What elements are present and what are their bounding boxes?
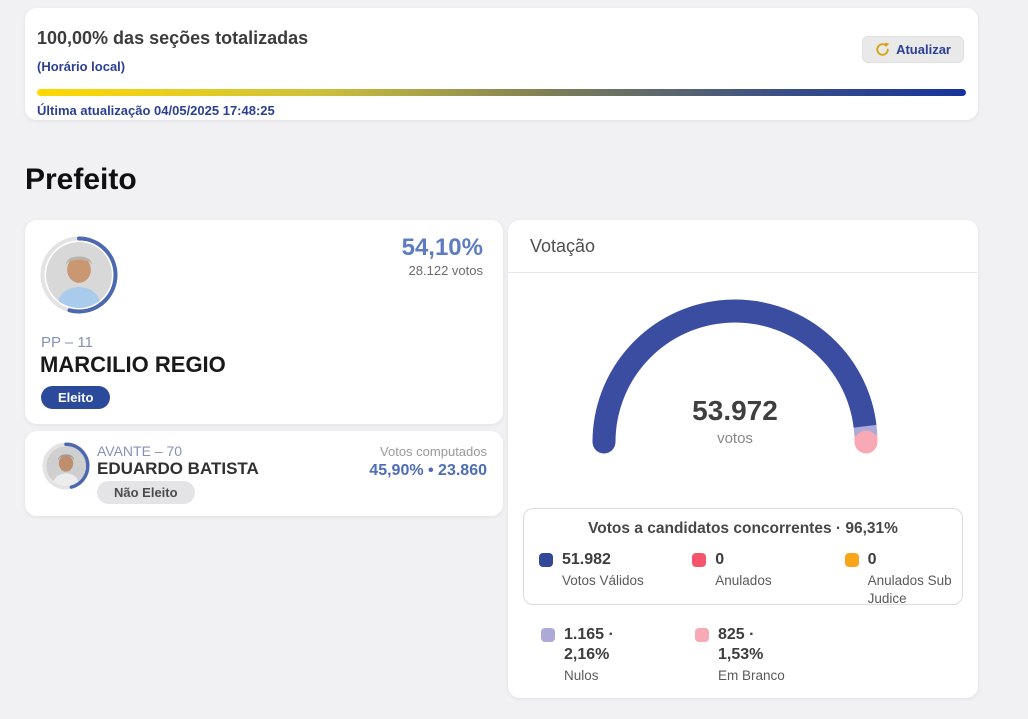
refresh-button[interactable]: Atualizar	[862, 36, 964, 63]
votacao-card: Votação 53.972 votos Votos a candidatos …	[508, 220, 978, 698]
annulled-value: 0	[715, 551, 725, 568]
subjudice-value: 0	[867, 551, 877, 568]
page-title: Prefeito	[25, 163, 137, 196]
subjudice-label: Anulados Sub Judice	[867, 573, 952, 606]
legend-item-blank: 825 · 1,53% Em Branco	[695, 625, 798, 685]
legend-item-annulled: 0 Anulados	[692, 550, 844, 607]
legend-item-null: 1.165 · 2,16% Nulos	[541, 625, 644, 685]
not-elected-badge: Não Eleito	[97, 481, 195, 504]
gauge-center-text: 53.972 votos	[692, 395, 778, 447]
null-votes-swatch	[541, 628, 555, 642]
winner-percentage: 54,10%	[401, 234, 483, 261]
candidate-photo	[46, 242, 112, 308]
computed-votes-label: Votos computados	[380, 444, 487, 459]
elected-badge: Eleito	[41, 386, 111, 409]
totalization-progress-bar	[37, 89, 966, 96]
null-votes-label: Nulos	[564, 668, 599, 683]
avatar	[40, 236, 118, 314]
legend-item-subjudice: 0 Anulados Sub Judice	[844, 550, 962, 607]
valid-votes-value: 51.982	[562, 551, 611, 568]
winner-name: MARCILIO REGIO	[40, 352, 226, 377]
refresh-icon	[876, 42, 890, 56]
annulled-label: Anulados	[715, 573, 772, 588]
runnerup-result: 45,90% • 23.860	[369, 462, 487, 479]
avatar	[42, 442, 90, 490]
winner-party-number: PP – 11	[41, 334, 93, 351]
candidate-card-winner: 54,10% 28.122 votos PP – 11 MARCILIO REG…	[25, 220, 503, 424]
valid-votes-swatch	[539, 553, 553, 567]
total-votes-label: votos	[717, 429, 753, 447]
local-time-note: (Horário local)	[37, 59, 126, 74]
totalization-card: 100,00% das seções totalizadas (Horário …	[25, 8, 978, 120]
legend-item-valid: 51.982 Votos Válidos	[539, 550, 692, 607]
divider	[508, 272, 978, 273]
legend-box: Votos a candidatos concorrentes · 96,31%…	[523, 508, 963, 607]
avatar-progress-ring	[42, 442, 90, 490]
avatar-progress-ring	[40, 236, 118, 314]
refresh-label: Atualizar	[896, 42, 951, 57]
runnerup-party-number: AVANTE – 70	[97, 443, 183, 459]
null-votes-value: 1.165 · 2,16%	[564, 626, 614, 663]
winner-votes: 28.122 votos	[408, 263, 483, 279]
last-update-text: Última atualização 04/05/2025 17:48:25	[37, 103, 275, 118]
blank-votes-label: Em Branco	[718, 668, 785, 683]
valid-votes-label: Votos Válidos	[562, 573, 644, 588]
gauge-chart	[592, 299, 878, 454]
totalization-title: 100,00% das seções totalizadas	[37, 28, 309, 48]
blank-votes-value: 825 · 1,53%	[718, 626, 764, 663]
candidate-card-runnerup: AVANTE – 70 EDUARDO BATISTA Não Eleito V…	[25, 431, 503, 516]
total-votes-value: 53.972	[692, 395, 778, 426]
blank-votes-swatch	[695, 628, 709, 642]
subjudice-swatch	[844, 553, 859, 567]
candidate-photo	[46, 446, 86, 486]
votacao-header: Votação	[530, 236, 596, 256]
runnerup-name: EDUARDO BATISTA	[97, 459, 259, 478]
annulled-swatch	[692, 553, 707, 567]
legend-title: Votos a candidatos concorrentes · 96,31%	[588, 520, 898, 537]
